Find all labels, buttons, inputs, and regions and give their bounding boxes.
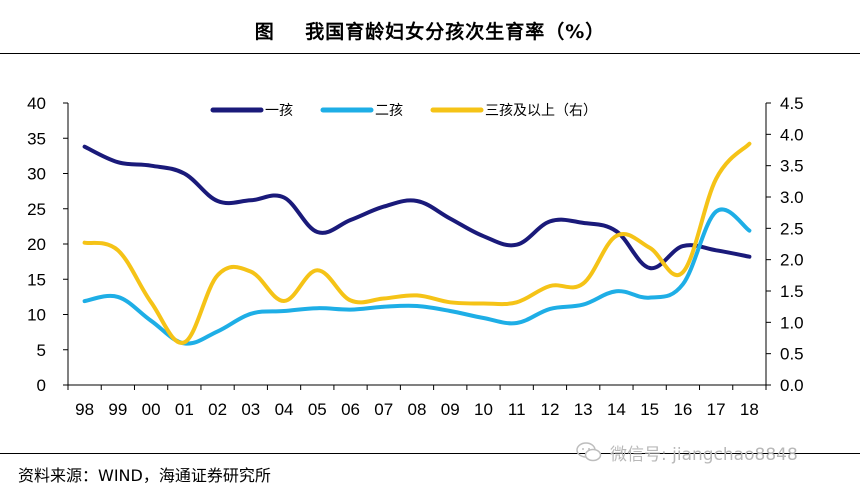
x-tick-label: 10	[474, 400, 493, 419]
right-tick-label: 1.5	[780, 282, 804, 301]
legend-label-series-third-plus: 三孩及以上（右）	[485, 103, 597, 119]
series-second-child-line	[82, 207, 752, 346]
watermark: 微信号: jiangchao8848	[610, 445, 798, 465]
x-tick-label: 18	[740, 400, 759, 419]
right-tick-label: 1.0	[780, 313, 804, 332]
right-tick-label: 3.0	[780, 188, 804, 207]
x-tick-label: 02	[208, 400, 227, 419]
right-tick-label: 0.5	[780, 345, 804, 364]
x-tick-label: 06	[341, 400, 360, 419]
left-tick-label: 20	[27, 235, 46, 254]
series-first-child-line	[82, 144, 752, 271]
title-divider	[0, 53, 860, 54]
x-tick-label: 16	[673, 400, 692, 419]
legend-label-series-second-child: 二孩	[375, 103, 403, 119]
left-tick-label: 25	[27, 200, 46, 219]
x-tick-label: 98	[75, 400, 94, 419]
x-tick-label: 15	[640, 400, 659, 419]
x-tick-label: 07	[374, 400, 393, 419]
left-tick-label: 15	[27, 270, 46, 289]
wechat-icon	[576, 442, 602, 462]
left-tick-label: 0	[37, 376, 46, 395]
legend-label-series-first-child: 一孩	[265, 103, 293, 119]
right-tick-label: 4.5	[780, 94, 804, 113]
left-tick-label: 30	[27, 165, 46, 184]
chart-axes: 05101520253035400.00.51.01.52.02.53.03.5…	[27, 94, 804, 419]
x-tick-label: 17	[707, 400, 726, 419]
x-tick-label: 09	[441, 400, 460, 419]
x-tick-label: 03	[241, 400, 260, 419]
right-tick-label: 2.0	[780, 251, 804, 270]
source-note: 资料来源：WIND，海通证券研究所	[18, 466, 271, 485]
x-tick-label: 08	[408, 400, 427, 419]
x-tick-label: 14	[607, 400, 626, 419]
right-tick-label: 2.5	[780, 219, 804, 238]
chart-title: 图 我国育龄妇女分孩次生育率（%）	[254, 21, 606, 43]
x-tick-label: 04	[275, 400, 294, 419]
chart-series	[82, 141, 752, 346]
left-tick-label: 40	[27, 94, 46, 113]
x-tick-label: 01	[175, 400, 194, 419]
source-divider	[0, 453, 860, 454]
right-tick-label: 4.0	[780, 125, 804, 144]
x-tick-label: 13	[574, 400, 593, 419]
right-tick-label: 0.0	[780, 376, 804, 395]
x-tick-label: 12	[540, 400, 559, 419]
x-tick-label: 05	[308, 400, 327, 419]
right-tick-label: 3.5	[780, 157, 804, 176]
x-tick-label: 99	[108, 400, 127, 419]
left-tick-label: 5	[37, 341, 46, 360]
x-tick-label: 00	[142, 400, 161, 419]
left-tick-label: 35	[27, 129, 46, 148]
series-third-plus-line	[82, 141, 752, 345]
chart-legend: 一孩 二孩 三孩及以上（右）	[210, 103, 597, 119]
left-tick-label: 10	[27, 306, 46, 325]
x-tick-label: 11	[508, 400, 526, 419]
